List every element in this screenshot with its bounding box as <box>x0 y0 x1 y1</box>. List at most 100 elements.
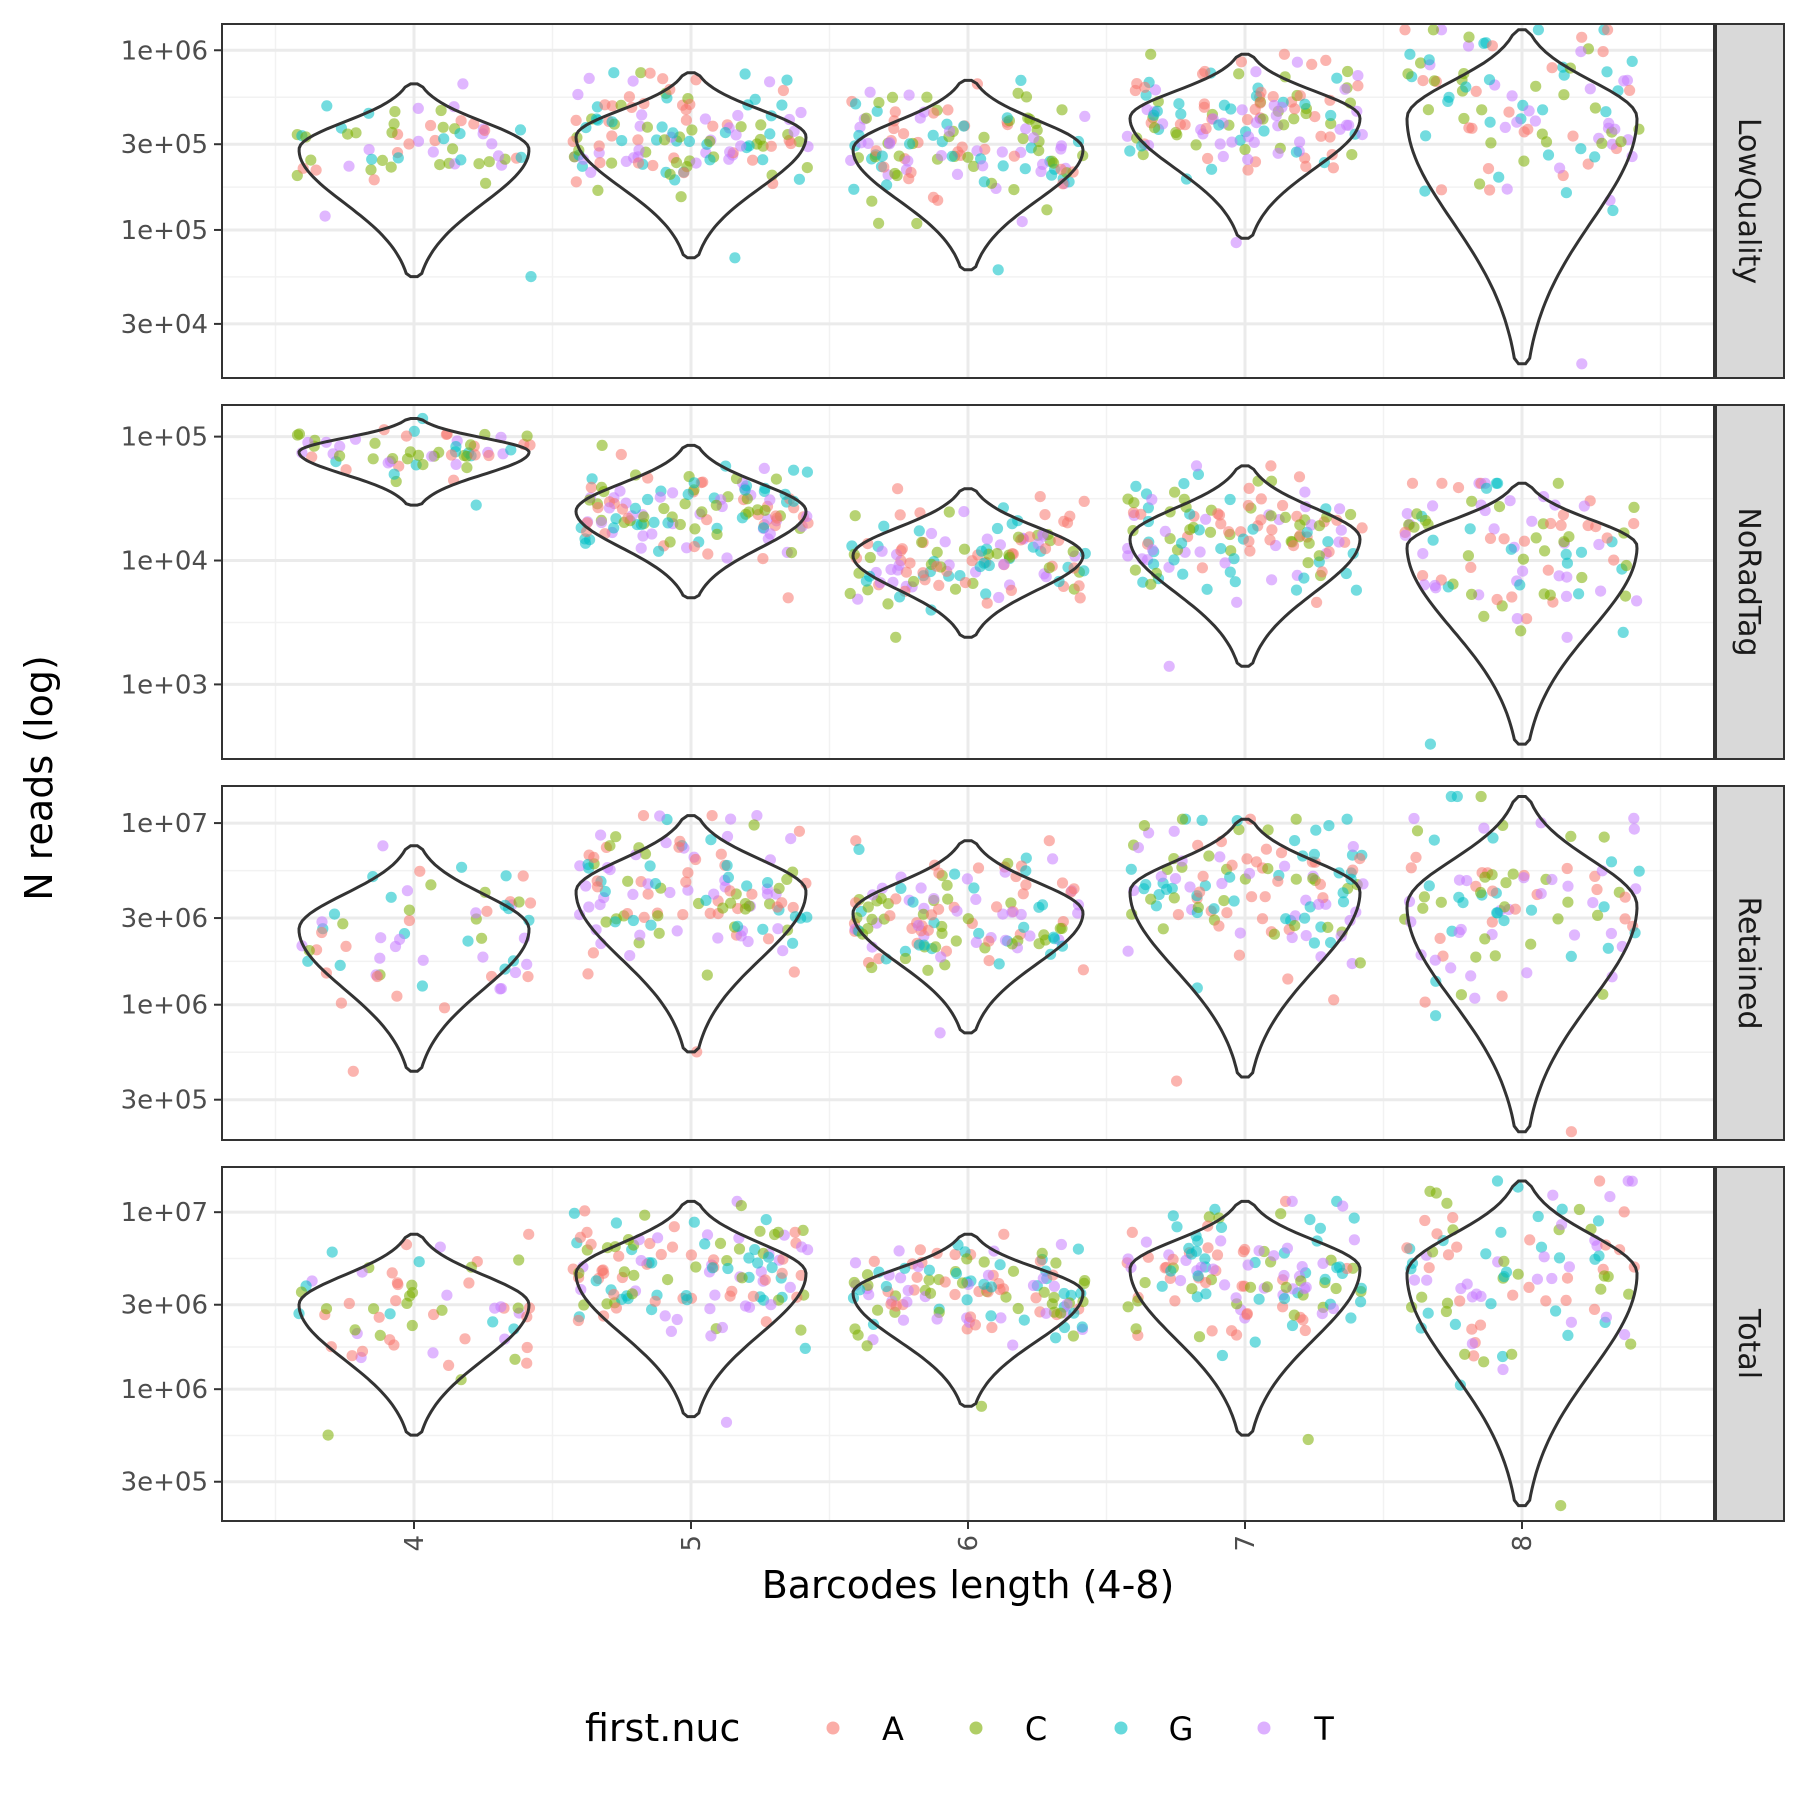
data-point <box>766 1262 778 1274</box>
data-point <box>1562 896 1574 908</box>
data-point <box>950 935 962 947</box>
data-point <box>366 153 378 165</box>
data-point <box>714 1237 727 1249</box>
data-point <box>911 217 923 230</box>
violin-6 <box>851 839 1085 1035</box>
data-point <box>782 592 794 604</box>
data-point <box>608 1288 620 1301</box>
data-point <box>894 591 906 603</box>
data-point <box>699 1238 711 1250</box>
data-point <box>1530 532 1542 544</box>
data-point <box>878 161 890 173</box>
data-point <box>683 135 696 147</box>
data-point <box>1524 1234 1536 1246</box>
data-point <box>1211 1249 1224 1261</box>
data-point <box>1331 72 1343 84</box>
data-point <box>1015 74 1027 86</box>
data-point <box>658 502 670 515</box>
data-point <box>777 945 789 957</box>
facet-strip-label: Total <box>1731 1308 1766 1379</box>
data-point <box>1020 879 1032 891</box>
data-point <box>926 909 938 921</box>
data-point <box>1190 460 1203 472</box>
data-point <box>623 91 636 103</box>
data-point <box>363 144 375 156</box>
data-point <box>412 135 425 147</box>
data-point <box>1320 54 1332 66</box>
data-point <box>1237 1246 1249 1258</box>
data-point <box>1145 578 1157 590</box>
data-point <box>690 74 702 86</box>
data-point <box>1058 515 1070 528</box>
data-point <box>1435 896 1447 908</box>
data-point <box>1405 862 1417 874</box>
data-point <box>515 151 527 163</box>
data-point <box>862 584 874 596</box>
facet-strip <box>1715 23 1785 379</box>
data-point <box>1475 886 1487 899</box>
data-point <box>513 1254 525 1266</box>
data-point <box>1048 1280 1060 1292</box>
data-point <box>1234 927 1246 939</box>
data-point <box>1207 1263 1219 1275</box>
data-point <box>1454 1295 1466 1307</box>
data-point <box>1294 136 1306 148</box>
data-point <box>1587 897 1599 909</box>
data-point <box>1289 835 1301 847</box>
data-point <box>1055 1238 1067 1251</box>
data-point <box>1266 524 1278 536</box>
data-point <box>1399 529 1411 541</box>
data-point <box>1619 1329 1631 1341</box>
data-point <box>1486 40 1498 52</box>
data-point <box>306 451 318 463</box>
data-point <box>1483 74 1496 86</box>
data-point <box>1427 534 1439 546</box>
data-point <box>1628 501 1640 513</box>
data-point <box>522 971 534 983</box>
x-tick-label: 8 <box>1508 1535 1538 1552</box>
data-point <box>384 1308 396 1320</box>
data-point <box>1122 493 1134 505</box>
data-point <box>1487 832 1499 844</box>
data-point <box>615 448 627 461</box>
data-point <box>579 1205 591 1217</box>
data-point <box>1546 62 1558 74</box>
data-point <box>921 91 933 103</box>
data-point <box>521 1357 533 1369</box>
data-point <box>653 927 665 939</box>
data-point <box>1036 1247 1048 1259</box>
data-point <box>473 158 485 170</box>
data-point <box>1546 1272 1558 1285</box>
data-point <box>1345 508 1357 521</box>
data-point <box>1417 570 1429 582</box>
data-point <box>574 1231 587 1243</box>
data-point <box>664 886 676 899</box>
data-point <box>656 121 668 133</box>
data-point <box>1608 554 1620 566</box>
data-point <box>934 1027 946 1039</box>
facet-strip <box>1715 785 1785 1141</box>
data-point <box>991 901 1003 913</box>
data-point <box>1429 954 1441 966</box>
data-point <box>1137 149 1149 161</box>
y-tick-label: 1e+05 <box>121 216 208 246</box>
data-point <box>377 840 389 852</box>
data-point <box>1278 119 1290 131</box>
data-point <box>801 466 814 478</box>
data-point <box>322 1429 334 1441</box>
data-point <box>724 1290 736 1302</box>
data-point <box>1056 104 1068 116</box>
data-point <box>722 871 735 884</box>
data-point <box>645 919 657 931</box>
violin-5 <box>574 1199 808 1419</box>
data-point <box>962 151 974 163</box>
data-point <box>949 1248 961 1261</box>
data-point <box>755 1266 767 1278</box>
data-point <box>633 144 645 156</box>
violin-6 <box>851 487 1085 639</box>
data-point <box>1262 863 1274 875</box>
data-point <box>1309 111 1321 123</box>
data-point <box>1540 1295 1552 1307</box>
data-point <box>757 154 769 166</box>
